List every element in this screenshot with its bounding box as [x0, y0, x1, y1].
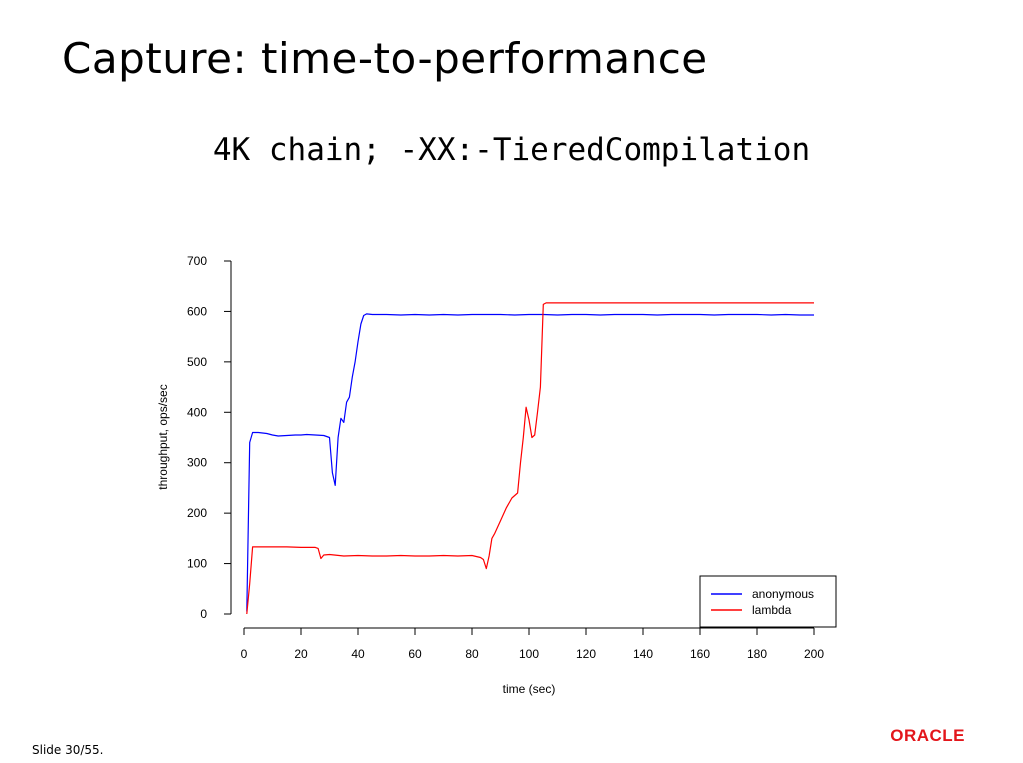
x-tick-label: 180 [747, 647, 767, 661]
y-tick-label: 700 [187, 254, 207, 268]
series-line-anonymous [246, 313, 814, 612]
y-tick-label: 0 [200, 607, 207, 621]
x-tick-label: 80 [465, 647, 479, 661]
x-tick-label: 20 [294, 647, 308, 661]
x-tick-label: 60 [408, 647, 422, 661]
y-tick-label: 600 [187, 304, 207, 318]
y-tick-label: 200 [187, 506, 207, 520]
x-tick-label: 0 [241, 647, 248, 661]
x-tick-label: 40 [351, 647, 365, 661]
y-axis-label: throughput, ops/sec [156, 384, 170, 489]
x-axis-label: time (sec) [503, 682, 556, 696]
x-tick-label: 200 [804, 647, 824, 661]
x-ticks: 0 20 40 60 80 100 120 140 160 180 200 [241, 628, 824, 661]
x-tick-label: 120 [576, 647, 596, 661]
legend-label-lambda: lambda [752, 603, 792, 617]
chart-title: 4K chain; -XX:-TieredCompilation [212, 132, 811, 168]
y-tick-label: 100 [187, 557, 207, 571]
series-line-lambda [246, 302, 814, 615]
series-lines [246, 302, 814, 615]
y-tick-label: 300 [187, 456, 207, 470]
x-tick-label: 100 [519, 647, 539, 661]
x-tick-label: 160 [690, 647, 710, 661]
y-tick-label: 500 [187, 355, 207, 369]
legend-label-anonymous: anonymous [752, 587, 814, 601]
slide-title: Capture: time-to-performance [62, 34, 708, 83]
oracle-logo: ORACLE [890, 726, 965, 745]
x-tick-label: 140 [633, 647, 653, 661]
slide-footer: Slide 30/55. [32, 743, 104, 757]
legend-box [699, 575, 837, 628]
y-ticks: 0 100 200 300 400 500 600 700 [187, 254, 231, 621]
legend: anonymous lambda [699, 575, 837, 628]
y-tick-label: 400 [187, 405, 207, 419]
